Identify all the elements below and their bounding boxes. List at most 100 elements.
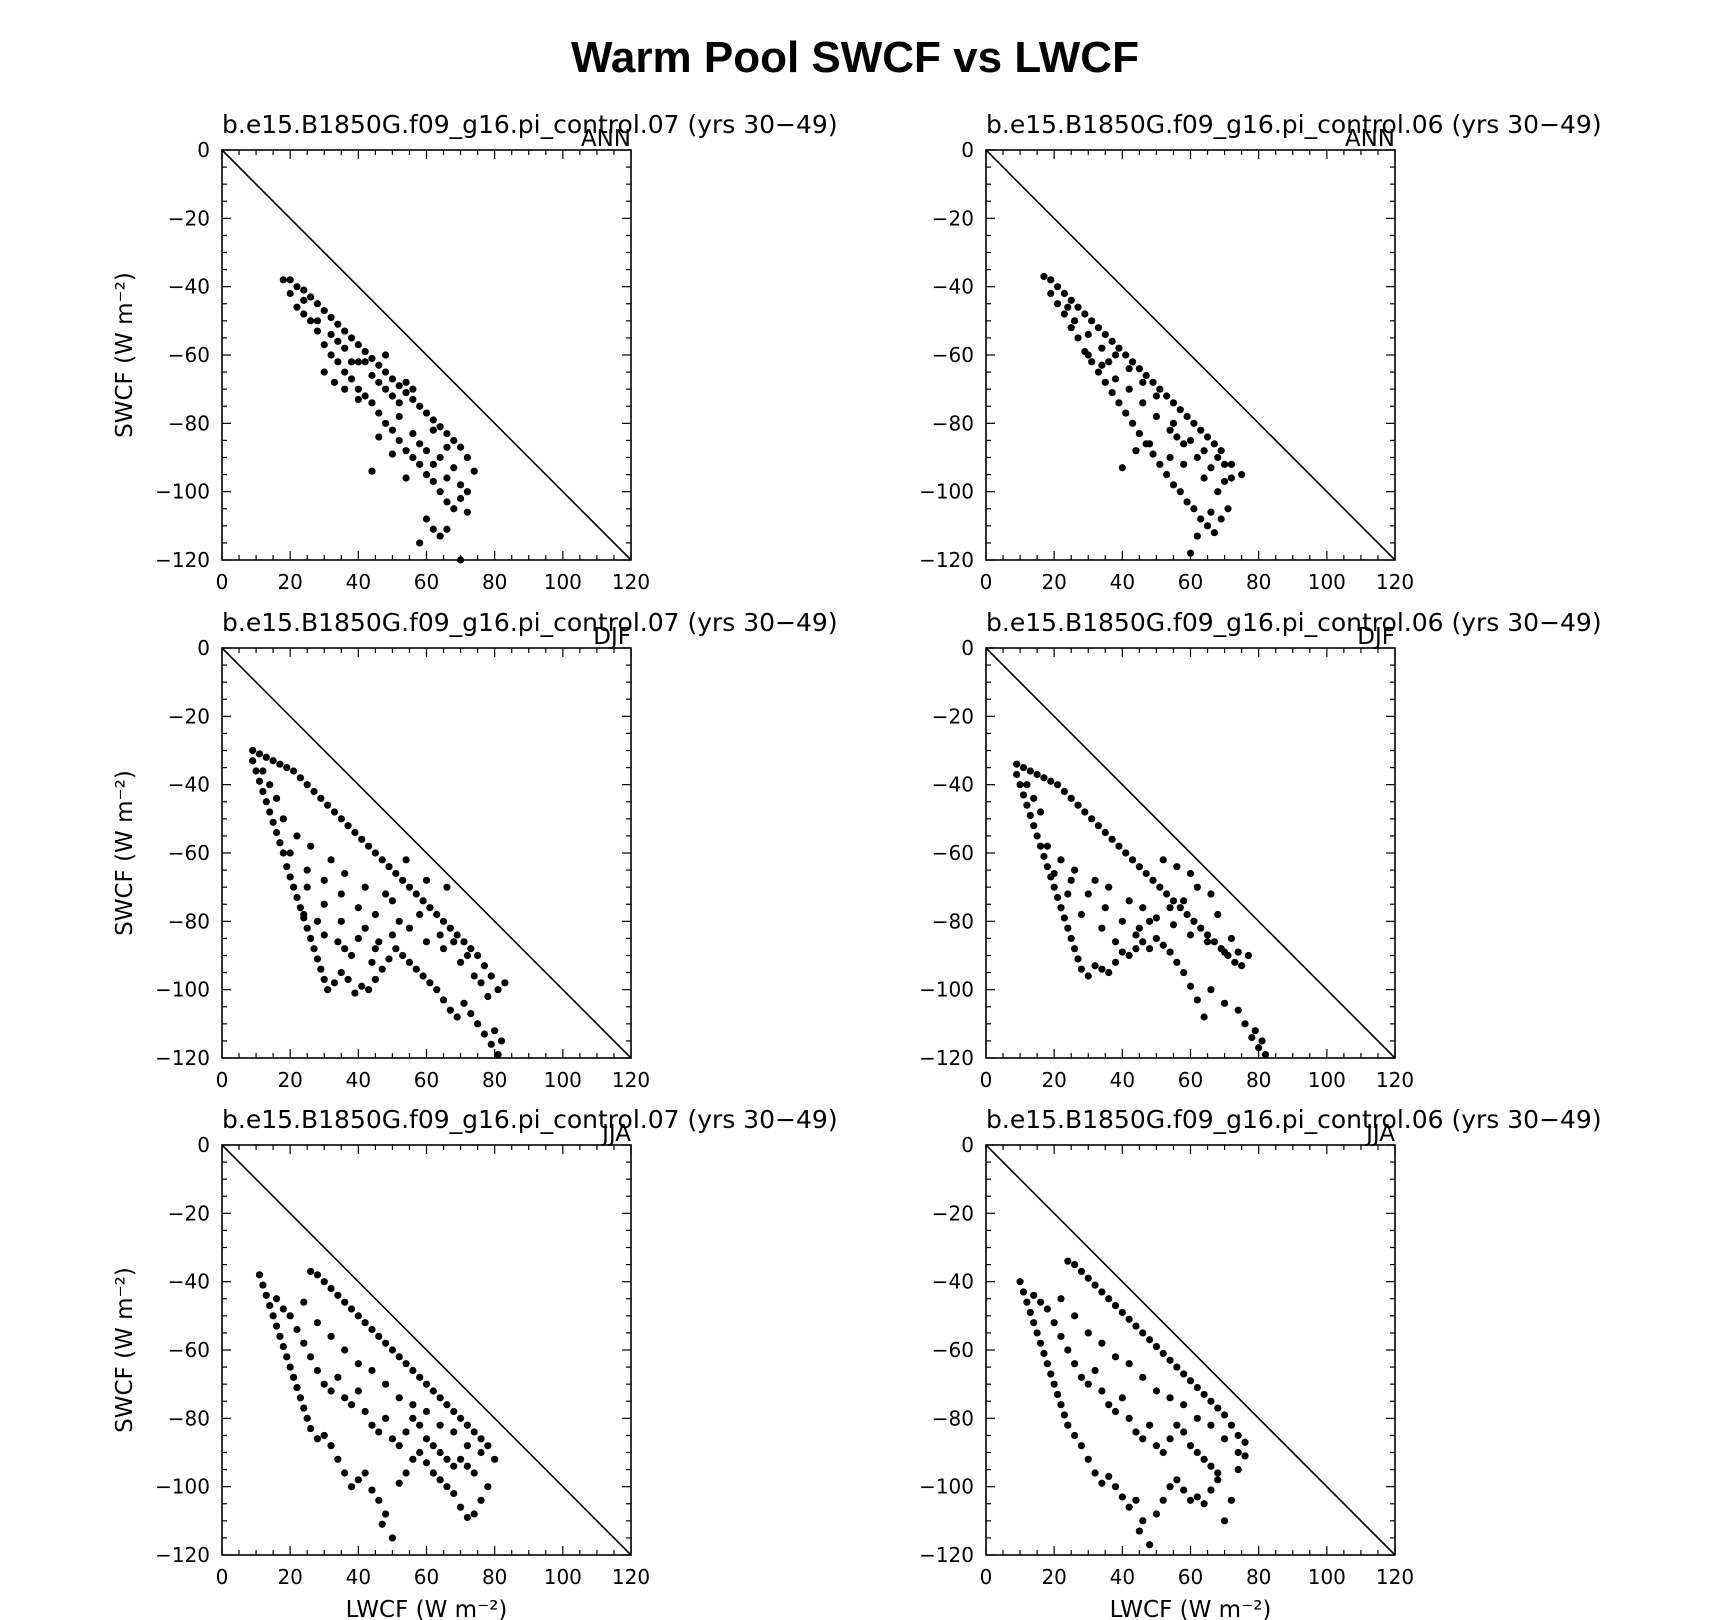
data-point — [276, 839, 284, 847]
data-point — [1071, 945, 1079, 953]
data-point — [1036, 808, 1045, 816]
data-point — [1152, 1342, 1161, 1351]
data-point — [1084, 1380, 1092, 1388]
data-point — [409, 1455, 417, 1463]
data-point — [1152, 934, 1161, 943]
data-point — [300, 286, 308, 294]
data-point — [1193, 453, 1201, 462]
data-point — [266, 781, 274, 789]
data-point — [426, 979, 434, 987]
data-point — [259, 1281, 267, 1289]
data-point — [388, 1534, 397, 1542]
data-point — [286, 849, 294, 857]
data-point — [1180, 440, 1188, 448]
data-point — [382, 351, 390, 359]
data-point — [1043, 1360, 1051, 1368]
data-point — [1128, 358, 1137, 366]
data-point — [1186, 549, 1195, 557]
data-point — [320, 1380, 328, 1388]
data-point — [334, 337, 342, 345]
panel-title: b.e15.B1850G.f09_g16.pi_control.07 (yrs … — [222, 1105, 838, 1134]
data-point — [1084, 972, 1092, 980]
data-point — [293, 893, 301, 902]
data-point — [354, 904, 362, 912]
data-point — [307, 293, 315, 301]
data-point — [1146, 1336, 1154, 1344]
data-point — [470, 467, 478, 475]
y-tick-label: −60 — [168, 841, 210, 865]
data-point — [1214, 453, 1222, 462]
data-point — [463, 1462, 471, 1470]
data-point — [1128, 856, 1137, 864]
x-tick-label: 60 — [1178, 570, 1203, 594]
data-point — [1207, 508, 1215, 516]
data-point — [1180, 1370, 1188, 1378]
data-point — [313, 327, 322, 335]
data-point — [1111, 375, 1120, 383]
data-point — [1176, 904, 1184, 912]
data-point — [296, 1394, 304, 1402]
data-point — [351, 989, 359, 997]
data-point — [1098, 1479, 1106, 1487]
y-tick-label: −100 — [919, 978, 974, 1002]
data-point — [1214, 910, 1222, 919]
data-point — [289, 883, 298, 891]
data-point — [351, 828, 359, 837]
data-point — [1166, 1356, 1174, 1364]
data-point — [1118, 1493, 1126, 1501]
data-point — [1190, 917, 1198, 925]
data-point — [395, 917, 403, 925]
data-point — [1050, 1380, 1058, 1388]
data-point — [279, 849, 287, 857]
data-point — [1234, 1448, 1242, 1457]
data-point — [1210, 529, 1218, 537]
data-point — [487, 972, 495, 980]
data-point — [422, 938, 431, 946]
data-point — [1098, 1387, 1106, 1395]
data-point — [1091, 1469, 1099, 1477]
data-point — [1098, 361, 1106, 369]
data-point — [341, 344, 349, 352]
data-point — [324, 801, 332, 809]
data-point — [1203, 433, 1212, 441]
data-point — [320, 1431, 328, 1440]
x-tick-label: 60 — [1178, 1068, 1203, 1092]
data-point — [279, 1305, 287, 1313]
data-point — [1040, 272, 1048, 281]
data-point — [320, 900, 328, 908]
x-tick-label: 20 — [1041, 1068, 1066, 1092]
x-axis-label: LWCF (W m⁻²) — [1110, 1597, 1272, 1620]
data-point — [395, 382, 403, 390]
x-tick-label: 80 — [482, 570, 507, 594]
data-point — [341, 368, 349, 376]
data-point — [474, 951, 482, 960]
data-point — [1132, 931, 1140, 939]
data-point — [1094, 822, 1103, 830]
data-point — [334, 938, 342, 946]
data-point — [361, 358, 369, 366]
data-point — [1190, 505, 1198, 513]
data-point — [334, 1291, 342, 1299]
data-point — [436, 931, 444, 939]
y-tick-label: 0 — [197, 636, 210, 660]
data-point — [313, 917, 322, 925]
data-point — [1203, 522, 1212, 530]
data-point — [341, 1469, 349, 1477]
data-point — [1169, 481, 1178, 489]
data-point — [1214, 1469, 1222, 1477]
y-tick-label: −120 — [919, 1543, 974, 1567]
data-point — [436, 532, 444, 540]
y-tick-label: −40 — [932, 1270, 974, 1294]
data-point — [279, 276, 287, 284]
y-tick-label: −80 — [168, 411, 210, 435]
data-point — [1220, 999, 1229, 1007]
data-point — [382, 385, 390, 393]
data-point — [375, 1428, 383, 1436]
data-point — [1139, 1435, 1147, 1443]
data-point — [450, 1428, 458, 1436]
data-point — [1074, 955, 1082, 963]
data-point — [1084, 1274, 1092, 1282]
y-tick-label: −80 — [932, 1406, 974, 1430]
data-point — [1210, 440, 1218, 448]
data-point — [484, 1483, 492, 1491]
